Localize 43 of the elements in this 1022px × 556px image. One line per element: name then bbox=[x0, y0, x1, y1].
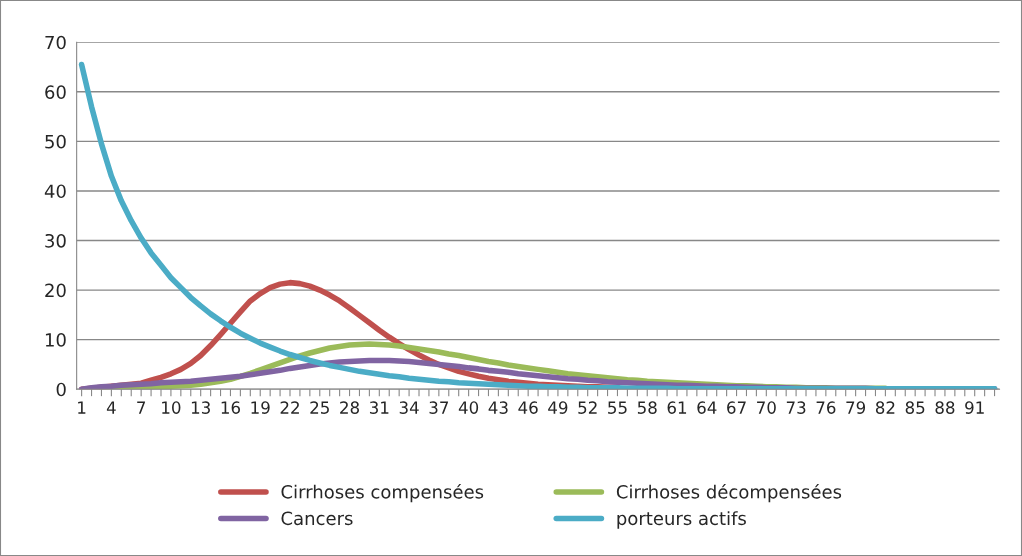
x-tick-label: 91 bbox=[965, 401, 984, 414]
legend-label: Cirrhoses décompensées bbox=[616, 483, 842, 503]
x-tick-label: 55 bbox=[608, 401, 627, 414]
x-tick-label: 7 bbox=[137, 401, 146, 414]
y-tick-label: 60 bbox=[45, 85, 66, 99]
x-tick-label: 1 bbox=[78, 401, 86, 414]
x-tick-label: 43 bbox=[488, 401, 508, 414]
x-tick-label: 4 bbox=[106, 401, 116, 414]
x-tick-label: 85 bbox=[905, 401, 925, 414]
x-tick-label: 37 bbox=[429, 401, 449, 414]
x-tick-label: 49 bbox=[548, 401, 568, 414]
x-tick-label: 13 bbox=[191, 401, 210, 414]
x-tick-label: 22 bbox=[280, 401, 299, 414]
x-tick-label: 64 bbox=[697, 401, 717, 414]
y-tick-label: 40 bbox=[44, 184, 66, 199]
x-tick-label: 46 bbox=[518, 401, 538, 414]
x-tick-label: 73 bbox=[786, 401, 806, 414]
x-tick-label: 67 bbox=[727, 401, 746, 414]
y-tick-label: 0 bbox=[56, 382, 66, 397]
x-tick-label: 61 bbox=[667, 401, 687, 414]
x-tick-label: 70 bbox=[757, 401, 776, 414]
legend-label: porteurs actifs bbox=[617, 511, 746, 529]
x-tick-label: 16 bbox=[221, 401, 241, 414]
x-tick-label: 58 bbox=[637, 401, 657, 414]
x-tick-label: 40 bbox=[458, 401, 479, 414]
x-tick-label: 76 bbox=[816, 401, 836, 414]
x-tick-label: 25 bbox=[310, 401, 329, 414]
legend-label: Cirrhoses compensées bbox=[281, 483, 484, 503]
y-tick-label: 70 bbox=[45, 35, 66, 50]
x-tick-label: 31 bbox=[369, 401, 389, 414]
x-tick-label: 82 bbox=[875, 401, 895, 414]
y-tick-label: 50 bbox=[45, 134, 66, 149]
x-tick-label: 88 bbox=[935, 401, 955, 414]
legend-label: Cancers bbox=[281, 511, 353, 526]
y-tick-label: 30 bbox=[45, 233, 66, 248]
x-tick-label: 52 bbox=[578, 401, 597, 414]
y-tick-label: 20 bbox=[45, 283, 66, 298]
x-tick-label: 10 bbox=[162, 401, 181, 414]
x-tick-label: 28 bbox=[340, 401, 359, 414]
x-tick-label: 79 bbox=[846, 401, 866, 414]
y-tick-label: 10 bbox=[45, 333, 66, 347]
x-tick-label: 34 bbox=[399, 401, 419, 414]
x-tick-label: 19 bbox=[251, 401, 270, 414]
